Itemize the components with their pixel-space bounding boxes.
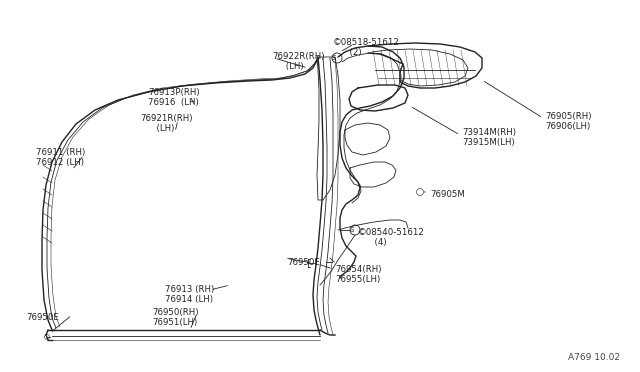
Text: 76911 (RH)
76912 (LH): 76911 (RH) 76912 (LH)	[36, 148, 85, 167]
Text: 76950(RH)
76951(LH): 76950(RH) 76951(LH)	[152, 308, 198, 327]
Text: 76905M: 76905M	[430, 190, 465, 199]
Text: 76950E: 76950E	[26, 313, 59, 322]
Text: S: S	[332, 55, 336, 61]
Text: 73914M(RH)
73915M(LH): 73914M(RH) 73915M(LH)	[462, 128, 516, 147]
Text: 76913 (RH)
76914 (LH): 76913 (RH) 76914 (LH)	[165, 285, 214, 304]
Text: A769 10.02: A769 10.02	[568, 353, 620, 362]
Text: 76922R(RH)
     (LH): 76922R(RH) (LH)	[272, 52, 324, 71]
Text: 76913P(RH)
76916  (LH): 76913P(RH) 76916 (LH)	[148, 88, 200, 108]
Text: S: S	[350, 227, 354, 233]
Text: 76905(RH)
76906(LH): 76905(RH) 76906(LH)	[545, 112, 591, 131]
Text: 76921R(RH)
      (LH): 76921R(RH) (LH)	[140, 114, 193, 134]
Text: 76950E: 76950E	[287, 258, 320, 267]
Text: ©08518-51612
      (2): ©08518-51612 (2)	[333, 38, 400, 57]
Text: 76954(RH)
76955(LH): 76954(RH) 76955(LH)	[335, 265, 381, 285]
Text: ©08540-51612
      (4): ©08540-51612 (4)	[358, 228, 425, 247]
